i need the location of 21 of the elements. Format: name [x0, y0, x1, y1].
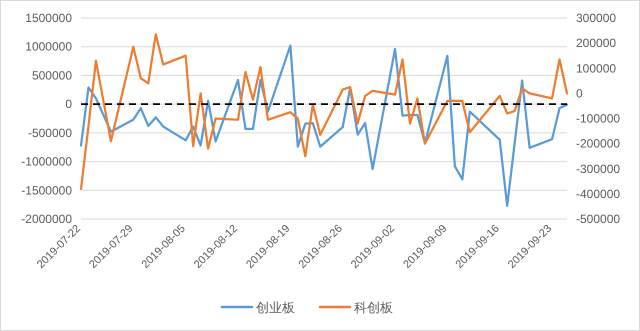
- y-tick-label: -1500000: [21, 183, 72, 198]
- y2-tick-label: 100000: [576, 61, 616, 76]
- y2-tick-label: -100000: [576, 112, 620, 126]
- line-series: [80, 44, 568, 207]
- y-tick-label: -1000000: [21, 154, 72, 169]
- y-tick-label: 500000: [32, 68, 72, 82]
- y2-tick-label: -400000: [576, 186, 620, 201]
- y2-tick-label: -200000: [576, 136, 620, 151]
- y-tick-label: -2000000: [21, 212, 72, 226]
- y-tick-label: 1500000: [25, 11, 72, 25]
- legend-label: 科创板: [354, 300, 393, 315]
- legend-label: 创业板: [256, 300, 295, 315]
- line-series: [80, 33, 568, 190]
- y2-tick-label: -500000: [576, 212, 620, 226]
- y2-tick-label: 300000: [576, 11, 616, 25]
- y-tick-label: -500000: [28, 126, 72, 140]
- y2-tick-label: -300000: [576, 162, 620, 176]
- y-tick-label: 0: [65, 97, 72, 112]
- y2-tick-label: 0: [576, 86, 583, 100]
- y2-tick-label: 200000: [576, 36, 616, 50]
- y-tick-label: 1000000: [25, 40, 72, 54]
